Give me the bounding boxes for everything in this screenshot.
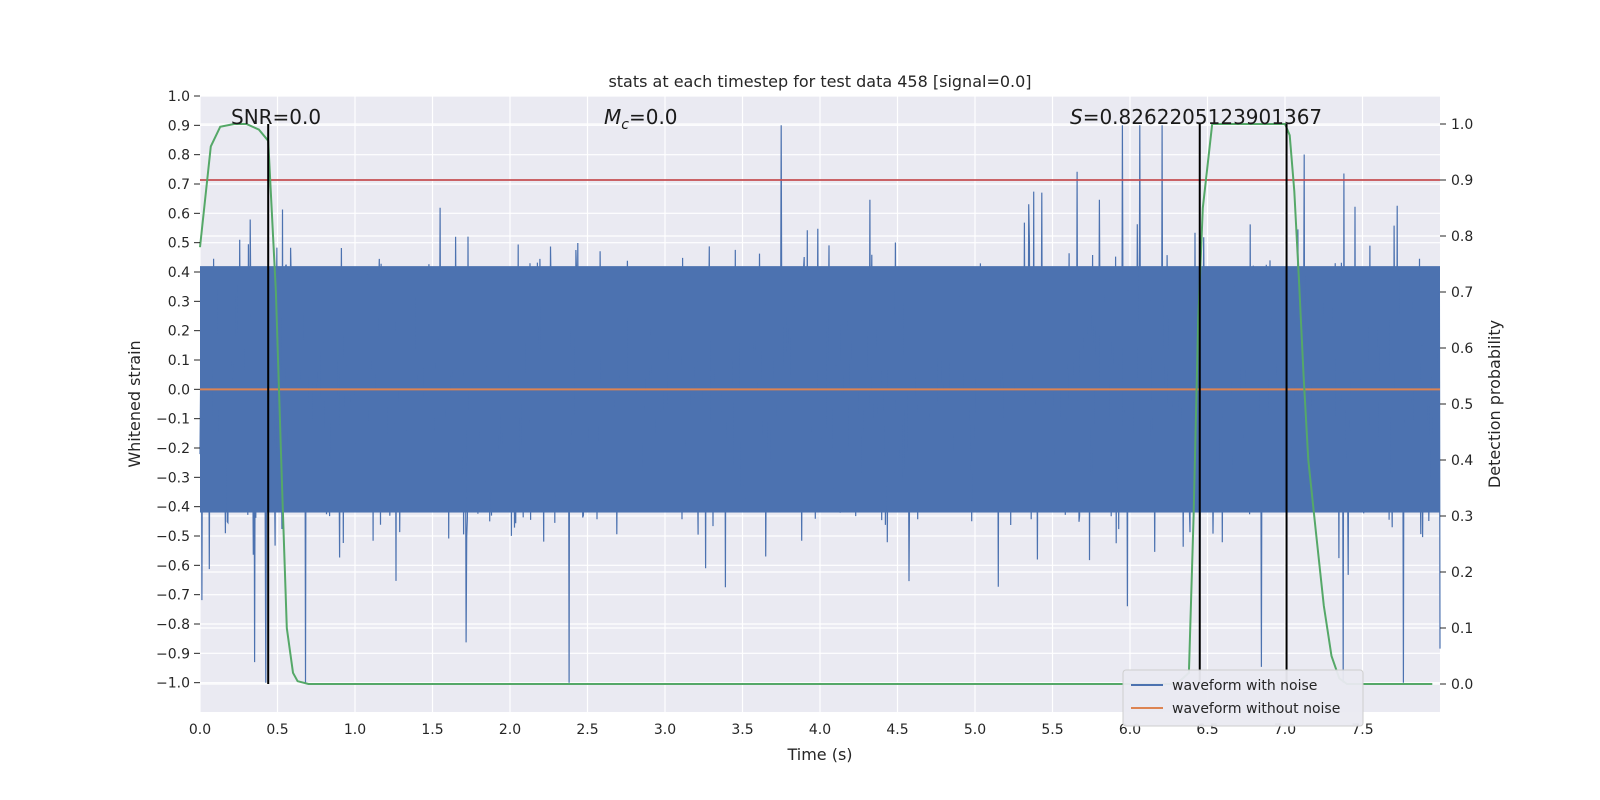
y2-tick-label: 0.4 bbox=[1451, 453, 1473, 469]
y-tick-label: 0.7 bbox=[168, 177, 190, 193]
event-markers bbox=[267, 124, 1288, 684]
legend-label-noise: waveform with noise bbox=[1172, 678, 1317, 694]
y-tick-label: 0.9 bbox=[168, 118, 190, 134]
chirp-mass-value: =0.0 bbox=[629, 105, 678, 129]
y-tick-label: −0.5 bbox=[156, 529, 190, 545]
y2-tick-label: 0.7 bbox=[1451, 285, 1473, 301]
x-tick-label: 1.5 bbox=[421, 722, 443, 738]
ticks: 0.0 0.5 1.0 1.5 2.0 2.5 3.0 3.5 4.0 4.5 5.0 5.5 6.0 6… bbox=[156, 89, 1473, 738]
y2-tick-label: 0.1 bbox=[1451, 621, 1473, 637]
score-annotation: S=0.8262205123901367 bbox=[1070, 105, 1322, 129]
x-tick-label: 2.0 bbox=[499, 722, 521, 738]
y-tick-label: −0.8 bbox=[156, 617, 190, 633]
y-tick-label: 0.4 bbox=[168, 265, 190, 281]
score-symbol: S bbox=[1070, 105, 1083, 129]
y-tick-label: −0.6 bbox=[156, 558, 190, 574]
y2-tick-label: 1.0 bbox=[1451, 117, 1473, 133]
y-tick-label: −0.9 bbox=[156, 646, 190, 662]
x-tick-label: 3.0 bbox=[654, 722, 676, 738]
x-tick-label: 3.5 bbox=[731, 722, 753, 738]
y-tick-label: 0.5 bbox=[168, 236, 190, 252]
y2-tick-label: 0.6 bbox=[1451, 341, 1473, 357]
y-tick-label: −0.3 bbox=[156, 470, 190, 486]
y-tick-label: −0.4 bbox=[156, 500, 190, 516]
snr-annotation: SNR=0.0 bbox=[231, 105, 321, 129]
y-tick-label: 0.1 bbox=[168, 353, 190, 369]
chirp-mass-subscript: c bbox=[621, 117, 629, 133]
score-value: =0.8262205123901367 bbox=[1083, 105, 1322, 129]
y-tick-label: 0.6 bbox=[168, 206, 190, 222]
y-axis-label: Whitened strain bbox=[125, 340, 144, 467]
x-tick-label: 4.0 bbox=[809, 722, 831, 738]
x-tick-label: 5.0 bbox=[964, 722, 986, 738]
y2-tick-label: 0.9 bbox=[1451, 173, 1473, 189]
y2-tick-label: 0.0 bbox=[1451, 677, 1473, 693]
x-axis-label: Time (s) bbox=[786, 745, 852, 764]
legend-label-clean: waveform without noise bbox=[1172, 701, 1340, 717]
annotations: SNR=0.0 Mc=0.0 S=0.8262205123901367 bbox=[231, 105, 1322, 133]
y2-tick-label: 0.3 bbox=[1451, 509, 1473, 525]
y-tick-label: −1.0 bbox=[156, 676, 190, 692]
y-tick-label: −0.7 bbox=[156, 588, 190, 604]
chart-title: stats at each timestep for test data 458… bbox=[608, 72, 1031, 91]
legend-box bbox=[1122, 669, 1364, 727]
chirp-mass-symbol: M bbox=[604, 105, 621, 129]
y2-tick-label: 0.2 bbox=[1451, 565, 1473, 581]
y-tick-label: −0.1 bbox=[156, 412, 190, 428]
x-tick-label: 4.5 bbox=[886, 722, 908, 738]
x-tick-label: 0.0 bbox=[189, 722, 211, 738]
chirp-mass-annotation: Mc=0.0 bbox=[604, 105, 678, 133]
y2-tick-label: 0.5 bbox=[1451, 397, 1473, 413]
y-tick-label: 0.2 bbox=[168, 324, 190, 340]
x-tick-label: 1.0 bbox=[344, 722, 366, 738]
waveform-with-noise-line bbox=[199, 125, 1441, 683]
y-tick-label: −0.2 bbox=[156, 441, 190, 457]
y-tick-label: 0.3 bbox=[168, 294, 190, 310]
x-tick-label: 0.5 bbox=[266, 722, 288, 738]
y2-tick-label: 0.8 bbox=[1451, 229, 1473, 245]
y-tick-label: 0.8 bbox=[168, 148, 190, 164]
y-tick-label: 0.0 bbox=[168, 382, 190, 398]
legend: waveform with noise waveform without noi… bbox=[1122, 669, 1364, 727]
y-tick-label: 1.0 bbox=[168, 89, 190, 105]
x-tick-label: 2.5 bbox=[576, 722, 598, 738]
x-tick-label: 5.5 bbox=[1041, 722, 1063, 738]
y2-axis-label: Detection probability bbox=[1485, 320, 1504, 488]
